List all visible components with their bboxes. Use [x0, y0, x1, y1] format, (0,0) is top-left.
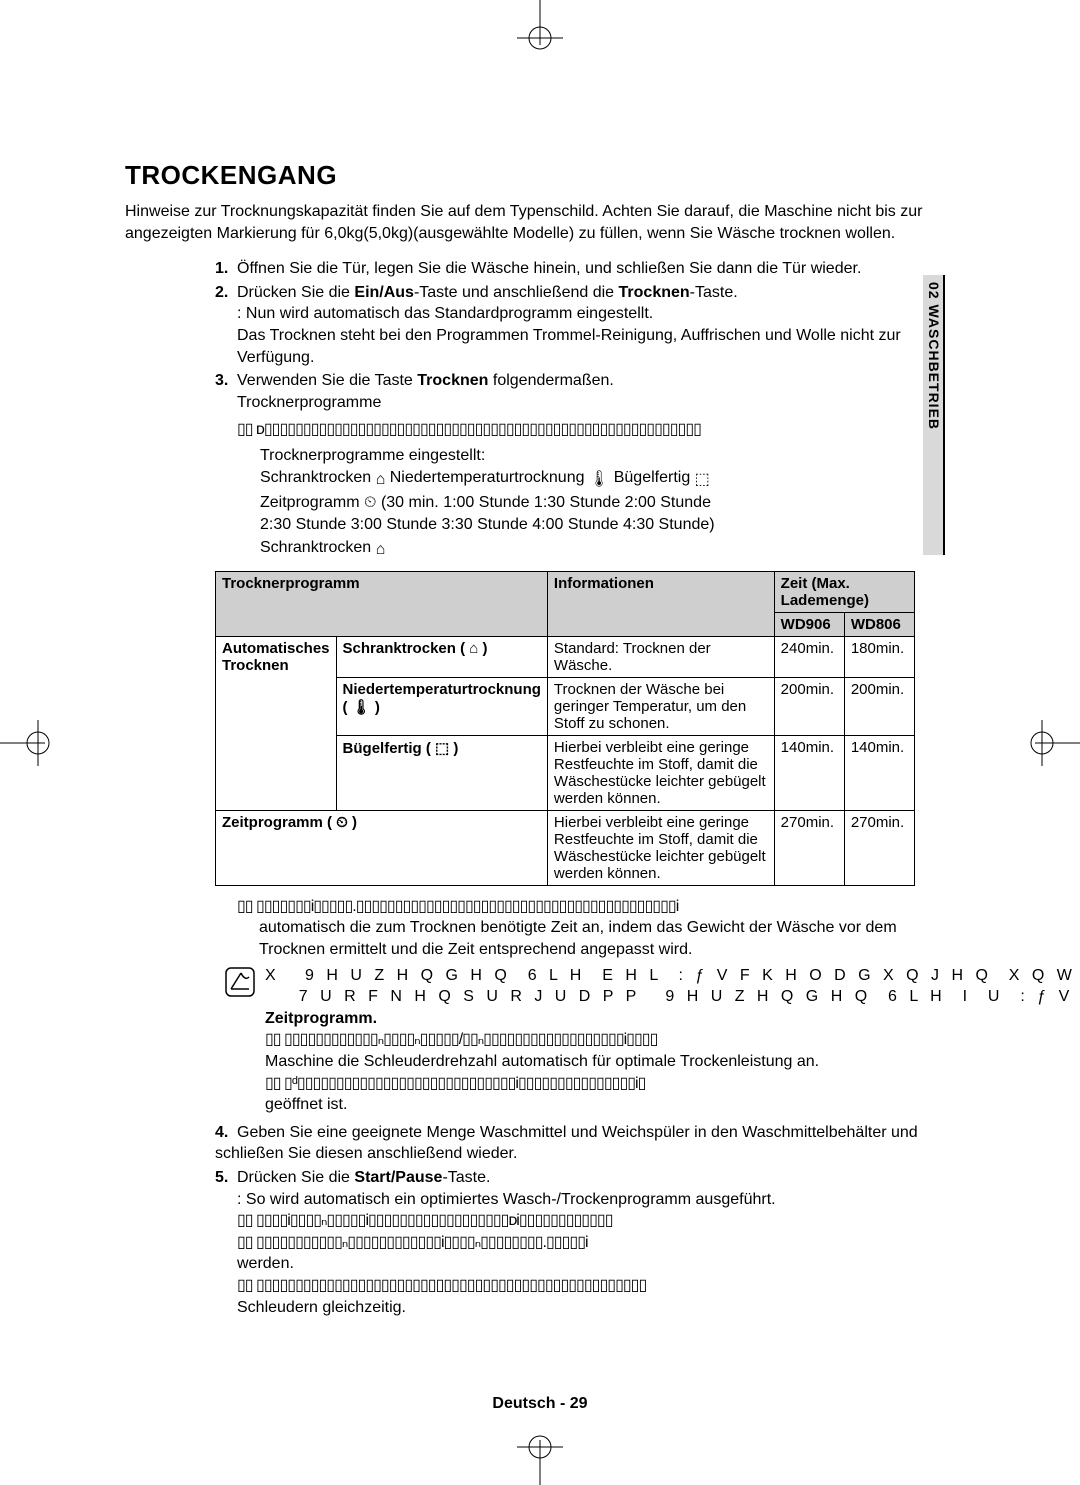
garbled-line-7: ▯▯ ▯▯▯▯▯▯▯▯▯▯▯▯▯▯▯▯▯▯▯▯▯▯▯▯▯▯▯▯▯▯▯▯▯▯▯▯▯… — [215, 1275, 955, 1297]
garbled-line-1: ▯▯ ᴅ▯▯▯▯▯▯▯▯▯▯▯▯▯▯▯▯▯▯▯▯▯▯▯▯▯▯▯▯▯▯▯▯▯▯▯▯… — [237, 419, 955, 441]
note-line-4: Maschine die Schleuderdrehzahl automatis… — [265, 1051, 1080, 1073]
steps-list: 1.Öffnen Sie die Tür, legen Sie die Wäsc… — [125, 258, 955, 413]
r2-906: 200min. — [774, 677, 844, 735]
step-4: 4.Geben Sie eine geeignete Menge Waschmi… — [215, 1122, 955, 1165]
low-temp-icon: 🌡 — [589, 469, 609, 491]
step-1-text: Öffnen Sie die Tür, legen Sie die Wäsche… — [237, 260, 861, 277]
garbled-line-2: ▯▯ ▯▯▯▯▯▯▯i▯▯▯▯▯.▯▯▯▯▯▯▯▯▯▯▯▯▯▯▯▯▯▯▯▯▯▯▯… — [237, 896, 955, 918]
page-footer: Deutsch - 29 — [0, 1395, 1080, 1413]
r3-806: 140min. — [844, 735, 914, 810]
r1-name: Schranktrocken ( ⌂ ) — [336, 636, 547, 677]
note-line-2: 7 U R F N H Q S U R J U D P P 9 H U Z H … — [265, 986, 1080, 1008]
step-2: 2.Drücken Sie die Ein/Aus-Taste und ansc… — [215, 282, 955, 368]
steps-list-2: 4.Geben Sie eine geeignete Menge Waschmi… — [125, 1122, 955, 1318]
note-line-1: X 9 H U Z H Q G H Q 6 L H E H L : ƒ V F … — [265, 965, 1080, 987]
crop-mark-left — [0, 713, 60, 773]
group-auto-dry: Automatisches Trocknen — [216, 636, 337, 810]
step-3: 3.Verwenden Sie die Taste Trocknen folge… — [215, 370, 955, 413]
step-3-text: Verwenden Sie die Taste Trocknen folgend… — [237, 372, 614, 389]
r3-name: Bügelfertig ( ⬚ ) — [336, 735, 547, 810]
crop-mark-bottom — [510, 1425, 570, 1485]
step-2-sub1: : Nun wird automatisch das Standardprogr… — [215, 303, 955, 325]
r2-name: Niedertemperaturtrocknung ( 🌡 ) — [336, 677, 547, 735]
r3-info: Hierbei verbleibt eine geringe Restfeuch… — [547, 735, 774, 810]
intro-paragraph: Hinweise zur Trocknungskapazität finden … — [125, 201, 955, 244]
page: 02 WASCHBETRIEB TROCKENGANG Hinweise zur… — [0, 0, 1080, 1485]
r4-info: Hierbei verbleibt eine geringe Restfeuch… — [547, 810, 774, 885]
r2-info: Trocknen der Wäsche bei geringer Tempera… — [547, 677, 774, 735]
cupboard-dry-icon-2: ⌂ — [376, 539, 386, 561]
step-2-text: Drücken Sie die Ein/Aus-Taste und anschl… — [237, 284, 738, 301]
r1-info: Standard: Trocknen der Wäsche. — [547, 636, 774, 677]
th-program: Trocknerprogramm — [216, 571, 548, 636]
content-area: TROCKENGANG Hinweise zur Trocknungskapaz… — [125, 160, 955, 1320]
step-3-sub: Trocknerprogramme — [215, 392, 955, 414]
garbled-line-3: ▯▯ ▯▯▯▯▯▯▯▯▯▯▯▯ₙ▯▯▯▯ₙ▯▯▯▯▯/▯▯ₙ▯▯▯▯▯▯▯▯▯▯… — [265, 1029, 1080, 1051]
note-block: X 9 H U Z H Q G H Q 6 L H E H L : ƒ V F … — [225, 965, 955, 1116]
r4-806: 270min. — [844, 810, 914, 885]
program-settings-block: Trocknerprogramme eingestellt: Schranktr… — [260, 445, 955, 561]
garbled-line-6: ▯▯ ▯▯▯▯▯▯▯▯▯▯▯ₙ▯▯▯▯▯▯▯▯▯▯▯▯i▯▯▯▯ₙ▯▯▯▯▯▯▯… — [215, 1232, 955, 1254]
step-5-text: Drücken Sie die Start/Pause-Taste. — [237, 1169, 490, 1186]
crop-mark-right — [1020, 713, 1080, 773]
th-info: Informationen — [547, 571, 774, 636]
step-2-sub2: Das Trocknen steht bei den Programmen Tr… — [215, 325, 955, 368]
r4-name: Zeitprogramm ( ⏲ ) — [216, 810, 548, 885]
prog-line-1: Schranktrocken ⌂ Niedertemperaturtrocknu… — [260, 467, 955, 491]
after-table-block: ▯▯ ▯▯▯▯▯▯▯i▯▯▯▯▯.▯▯▯▯▯▯▯▯▯▯▯▯▯▯▯▯▯▯▯▯▯▯▯… — [237, 896, 955, 961]
crop-mark-top — [510, 0, 570, 60]
prog-line-4: Schranktrocken ⌂ — [260, 537, 955, 561]
r2-806: 200min. — [844, 677, 914, 735]
prog-set-label: Trocknerprogramme eingestellt: — [260, 445, 955, 467]
r1-906: 240min. — [774, 636, 844, 677]
dryer-program-table: Trocknerprogramm Informationen Zeit (Max… — [215, 571, 915, 886]
after-table-text: automatisch die zum Trocknen benötigte Z… — [237, 917, 955, 960]
table-row: Zeitprogramm ( ⏲ ) Hierbei verbleibt ein… — [216, 810, 915, 885]
step-4-text: Geben Sie eine geeignete Menge Waschmitt… — [215, 1124, 918, 1163]
note-line-3-bold: Zeitprogramm. — [265, 1010, 377, 1027]
step-5-sub2: werden. — [215, 1253, 955, 1275]
r3-906: 140min. — [774, 735, 844, 810]
note-icon — [225, 967, 259, 997]
table-row: Automatisches Trocknen Schranktrocken ( … — [216, 636, 915, 677]
page-title: TROCKENGANG — [125, 160, 955, 191]
prog-line-3: 2:30 Stunde 3:00 Stunde 3:30 Stunde 4:00… — [260, 514, 955, 536]
step-1: 1.Öffnen Sie die Tür, legen Sie die Wäsc… — [215, 258, 955, 280]
garbled-line-5: ▯▯ ▯▯▯▯i▯▯▯▯ₙ▯▯▯▯▯i▯▯▯▯▯▯▯▯▯▯▯▯▯▯▯▯▯▯ᴅi▯… — [215, 1210, 955, 1232]
r4-906: 270min. — [774, 810, 844, 885]
th-time: Zeit (Max. Lademenge) — [774, 571, 914, 612]
note-text: X 9 H U Z H Q G H Q 6 L H E H L : ƒ V F … — [265, 965, 1080, 1116]
prog-line-2: Zeitprogramm ⏲ (30 min. 1:00 Stunde 1:30… — [260, 492, 955, 514]
note-line-5: geöffnet ist. — [265, 1094, 1080, 1116]
th-wd906: WD906 — [774, 612, 844, 636]
r1-806: 180min. — [844, 636, 914, 677]
cupboard-dry-icon: ⌂ — [376, 469, 386, 491]
step-5-sub3: Schleudern gleichzeitig. — [215, 1297, 955, 1319]
garbled-line-4: ▯▯ ▯ᵈ▯▯▯▯▯▯▯▯▯▯▯▯▯▯▯▯▯▯▯▯▯▯▯▯▯▯▯▯i▯▯▯▯▯▯… — [265, 1073, 1080, 1095]
step-5-sub1: : So wird automatisch ein optimiertes Wa… — [215, 1189, 955, 1211]
th-wd806: WD806 — [844, 612, 914, 636]
step-5: 5.Drücken Sie die Start/Pause-Taste. : S… — [215, 1167, 955, 1318]
iron-dry-icon: ⬚ — [695, 469, 710, 491]
